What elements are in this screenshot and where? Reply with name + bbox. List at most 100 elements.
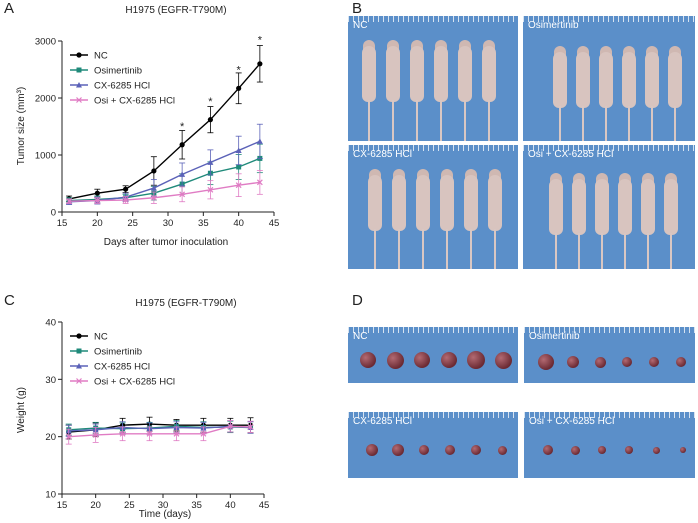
significance-star: * <box>258 34 263 46</box>
x-tick-label: 20 <box>90 500 101 511</box>
x-tick-label: 20 <box>92 218 103 229</box>
photo-cx-mice: CX-6285 HCl <box>348 145 518 269</box>
data-point <box>236 164 242 170</box>
data-point <box>94 190 100 196</box>
x-tick-label: 40 <box>225 500 236 511</box>
photo-nc-mice: NC <box>348 16 518 141</box>
y-tick-label: 2000 <box>35 94 56 105</box>
legend-label: Osi + CX-6285 HCl <box>94 377 175 388</box>
tumor <box>471 445 481 455</box>
y-tick-label: 20 <box>45 432 56 443</box>
ruler <box>348 145 518 151</box>
photo-osimertinib-tumors: Osimertinib <box>524 327 695 383</box>
tumor <box>366 444 378 456</box>
tumor <box>419 445 429 455</box>
legend-marker <box>76 97 82 103</box>
photo-label-osimertinib: Osimertinib <box>528 20 579 31</box>
series-line-3 <box>68 425 251 438</box>
photo-nc-tumors: NC <box>348 327 518 383</box>
ruler <box>524 327 695 333</box>
tumor <box>625 446 633 454</box>
panel-letter-a: A <box>4 0 15 17</box>
chart-c-ylabel: Weight (g) <box>16 387 27 433</box>
chart-a-ylabel: Tumor size (mm³) <box>16 87 27 166</box>
data-point <box>235 182 242 189</box>
tumor <box>570 445 580 455</box>
data-point <box>92 432 99 438</box>
data-point <box>200 430 207 437</box>
legend-marker <box>76 333 82 339</box>
tumor <box>543 445 553 455</box>
chart-c-xlabel: Time (days) <box>139 509 191 520</box>
ruler <box>523 145 695 151</box>
data-point <box>173 430 180 437</box>
y-tick-label: 3000 <box>35 37 56 48</box>
legend-label: Osi + CX-6285 HCl <box>94 96 175 107</box>
data-point <box>65 433 72 440</box>
photo-label-nc: NC <box>353 20 368 31</box>
tumor <box>494 351 512 369</box>
photo-label-d-cx: CX-6285 HCl <box>353 416 412 427</box>
significance-star: * <box>208 96 213 108</box>
panel-letter-d: D <box>352 292 363 309</box>
ruler <box>348 327 518 333</box>
data-point <box>236 85 242 91</box>
legend-label: Osimertinib <box>94 347 142 358</box>
data-point <box>227 423 234 430</box>
x-tick-label: 15 <box>57 500 68 511</box>
photo-label-d-osimertinib: Osimertinib <box>529 331 580 342</box>
ruler <box>348 16 518 22</box>
data-point <box>235 147 242 153</box>
chart-c-title: H1975 (EGFR-T790M) <box>135 298 236 309</box>
data-point <box>247 423 254 430</box>
tumor <box>594 356 606 368</box>
legend-marker <box>76 378 82 384</box>
x-tick-label: 40 <box>233 218 244 229</box>
data-point <box>179 142 185 148</box>
tumor <box>386 351 404 369</box>
legend-marker <box>76 67 82 73</box>
photo-combo-mice: Osi + CX-6285 HCl <box>523 145 695 269</box>
legend-marker <box>76 348 82 354</box>
tumor <box>414 352 430 368</box>
panel-letter-c: C <box>4 292 15 309</box>
photo-cx-tumors: CX-6285 HCl <box>348 412 518 478</box>
data-point <box>256 179 263 186</box>
series-line-2 <box>68 425 251 432</box>
data-point <box>179 191 186 198</box>
photo-label-d-nc: NC <box>353 331 368 342</box>
x-tick-label: 25 <box>124 500 135 511</box>
ruler <box>523 16 695 22</box>
series-line-0 <box>68 63 261 200</box>
data-point <box>150 194 157 201</box>
x-tick-label: 45 <box>269 218 280 229</box>
legend-marker <box>76 82 82 88</box>
ruler <box>524 412 695 418</box>
x-tick-label: 30 <box>158 500 169 511</box>
data-point <box>66 198 72 205</box>
x-tick-label: 45 <box>259 500 270 511</box>
legend-marker <box>76 363 82 369</box>
ruler <box>348 412 518 418</box>
data-point <box>122 197 129 203</box>
tumor <box>538 354 554 370</box>
data-point <box>257 61 263 67</box>
data-point <box>256 138 263 144</box>
tumor <box>622 357 632 367</box>
photo-osimertinib-mice: Osimertinib <box>523 16 695 141</box>
tumor <box>598 446 606 454</box>
photo-combo-tumors: Osi + CX-6285 HCl <box>524 412 695 478</box>
x-tick-label: 35 <box>198 218 209 229</box>
legend-label: CX-6285 HCl <box>94 81 150 92</box>
series-line-3 <box>69 181 260 202</box>
data-point <box>146 430 153 437</box>
tumor <box>392 444 404 456</box>
data-point <box>119 430 126 437</box>
legend-label: NC <box>94 51 108 62</box>
y-tick-label: 40 <box>45 318 56 329</box>
tumor <box>567 356 579 368</box>
chart-a-xlabel: Days after tumor inoculation <box>104 237 229 248</box>
chart-a-title: H1975 (EGFR-T790M) <box>125 5 226 16</box>
tumor <box>360 352 376 368</box>
